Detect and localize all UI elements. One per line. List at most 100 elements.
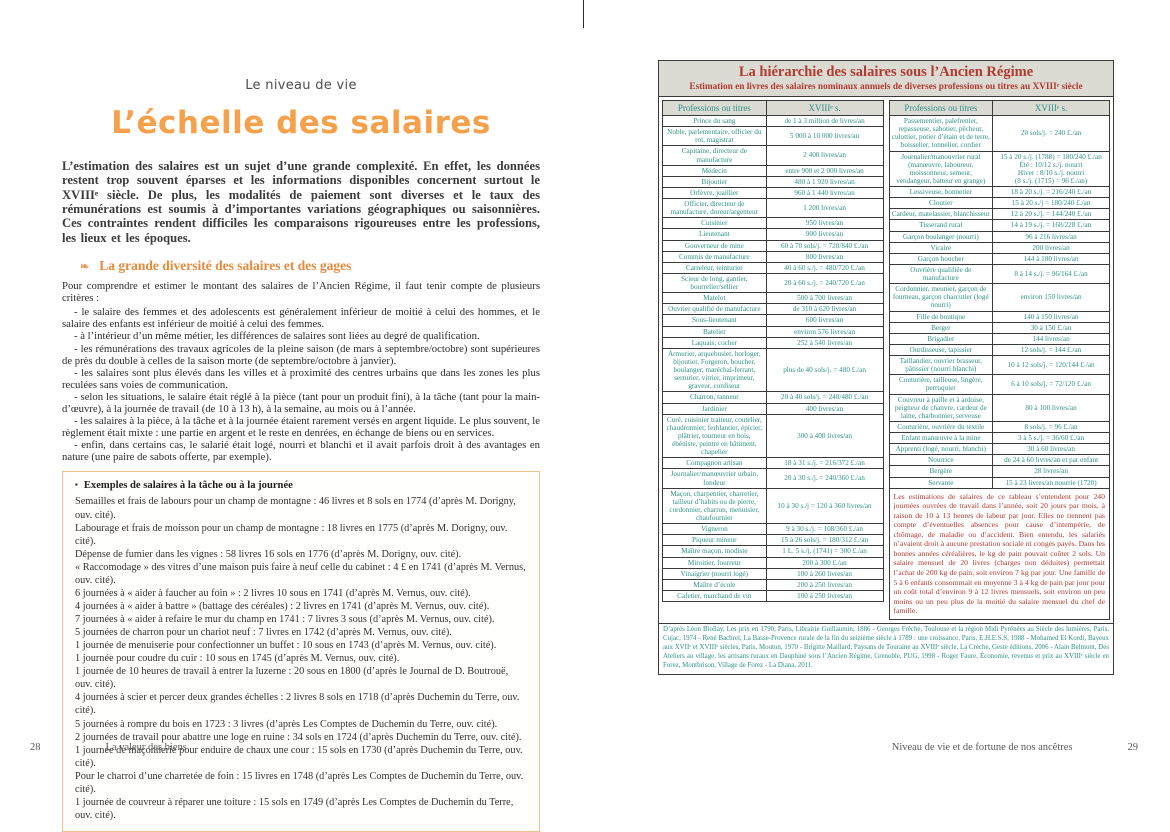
table-row: Charron, tanneur 20 à 40 sols/j. = 240/4… — [662, 391, 884, 404]
table-row: Taillandier, ouvrier brasseur, pâtissier… — [888, 354, 1110, 376]
table-row: Garçon boucher 144 à 180 livres/an — [888, 252, 1110, 265]
profession-cell: Garçon boulanger (nourri) — [888, 230, 994, 243]
profession-cell: Armurier, arquebusier, horloger, bijouti… — [662, 347, 767, 393]
salary-cell: 15 à 23 livres/an nourrie (1720) — [992, 476, 1110, 489]
table-row: Vinaigrier (nourri logé) 100 à 260 livre… — [662, 567, 884, 580]
profession-cell: Journalier/manœuvrier urbain, fondeur — [662, 468, 767, 489]
profession-cell: Sous-lieutenant — [662, 314, 767, 327]
profession-cell: Commis de manufacture — [662, 250, 767, 263]
profession-cell: Tisserand rural — [888, 219, 994, 232]
salary-cell: 960 à 1 440 livres/an — [765, 186, 884, 200]
profession-cell: Charron, tanneur — [662, 391, 767, 404]
table-row: Nourrice de 24 à 60 livres/an et par enf… — [888, 454, 1110, 467]
examples-box-lines: Semailles et frais de labours pour un ch… — [75, 495, 527, 822]
table-row: Cafetier, marchand de vin 100 à 250 livr… — [662, 589, 884, 603]
crop-mark — [583, 0, 584, 28]
table-row: Jardinier 400 livres/an — [662, 402, 884, 415]
profession-cell: Matelot — [662, 292, 767, 305]
profession-cell: Fille de boutique — [888, 310, 994, 323]
profession-cell: Lessiveuse, bonnetier — [888, 185, 994, 199]
table-row: Orfèvre, joaillier 960 à 1 440 livres/an — [662, 186, 884, 200]
salary-cell: 60 à 70 sols/j. = 720/840 £./an — [765, 239, 884, 252]
salary-cell: 8 à 14 s./j. = 96/164 £./an — [992, 263, 1110, 285]
table-row: Apprenti (logé, nourri, blanchi) 30 à 60… — [888, 443, 1110, 456]
salary-cell: 200 livres/an — [992, 241, 1110, 254]
table-row: Vigneron 9 à 30 s./j. = 108/360 £./an — [662, 523, 884, 536]
profession-cell: Servante — [888, 476, 994, 489]
profession-cell: Couturière, ouvrière du textile — [888, 420, 994, 434]
table-row: Journalier/manouvrier rural (manœuvre, l… — [888, 150, 1110, 187]
salary-cell: 20 à 60 s./j. = 240/720 £./an — [765, 272, 884, 294]
salary-cell: environ 150 livres/an — [992, 283, 1110, 312]
profession-cell: Bijoutier — [662, 175, 767, 188]
table-row: Prince du sang de 1 à 3 million de livre… — [662, 114, 884, 128]
table-row: Maçon, charpentier, charretier, tailleur… — [662, 487, 884, 525]
table-row: Miroitier, fourreur 200 à 300 £./an — [662, 556, 884, 569]
profession-cell: Maître maçon, modiste — [662, 545, 767, 558]
table-row: Médecin entre 900 et 2 000 livres/an — [662, 164, 884, 177]
profession-cell: Capitaine, directeur de manufacture — [662, 145, 767, 166]
table-row: Maître maçon, modiste 1 L. 5 s./j. (1741… — [662, 545, 884, 558]
salary-cell: 30 à 150 £./an — [992, 321, 1110, 334]
profession-cell: Cuisinier — [662, 217, 767, 230]
example-line: 1 journée pour coudre du cuir : 10 sous … — [75, 653, 400, 665]
table-row: Bergère 28 livres/an — [888, 465, 1110, 478]
profession-cell: Gouverneur de mine — [662, 239, 767, 252]
table-title: La hiérarchie des salaires sous l’Ancien… — [738, 64, 1034, 80]
section-heading: ❧ La grande diversité des salaires et de… — [80, 258, 540, 274]
salary-cell: 14 à 19 s./j. = 168/228 £./an — [992, 219, 1110, 232]
salary-cell: 15 à 20 s./j. (1788) = 180/240 £./an Été… — [992, 150, 1110, 187]
table-row: Gouverneur de mine 60 à 70 sols/j. = 720… — [662, 239, 884, 252]
example-line: 5 journées à rompre du bois en 1723 : 3 … — [75, 718, 498, 730]
example-line: « Raccomodage » des vitres d’une maison … — [75, 561, 526, 586]
table-row: Vicaire 200 livres/an — [888, 241, 1110, 254]
profession-cell: Bergère — [888, 465, 994, 478]
profession-cell: Piqueur mineur — [662, 534, 767, 547]
right-page: La hiérarchie des salaires sous l’Ancien… — [658, 60, 1114, 675]
salary-cell: de 24 à 60 livres/an et par enfant — [992, 454, 1110, 467]
column-header-professions: Professions ou titres — [888, 100, 994, 116]
profession-cell: Cloutier — [888, 197, 994, 210]
page-title: L’échelle des salaires — [111, 105, 491, 141]
table-row: Matelot 500 à 700 livres/an — [662, 292, 884, 305]
profession-cell: Vicaire — [888, 241, 994, 254]
salary-cell: 100 à 250 livres/an — [765, 589, 884, 603]
example-line: Labourage et frais de moisson pour un ch… — [75, 522, 508, 547]
body-paragraph: - les salaires à la pièce, à la tâche et… — [62, 415, 540, 440]
examples-box: ▪ Exemples de salaires à la tâche ou à la… — [62, 471, 540, 832]
table-row: Bijoutier 480 à 1 920 livres/an — [662, 175, 884, 188]
table-note: Les estimations de salaires de ce tablea… — [888, 488, 1110, 620]
table-row: Ourdisseuse, tapissier 12 sols/j. = 144 … — [888, 343, 1110, 357]
salary-cell: 15 à 20 s./j = 180/240 £./an — [992, 197, 1110, 210]
profession-cell: Officier, directeur de manufacture, dore… — [662, 197, 767, 219]
body-paragraph: - le salaire des femmes et des adolescen… — [62, 306, 540, 331]
profession-cell: Nourrice — [888, 454, 994, 467]
examples-box-heading: ▪ Exemples de salaires à la tâche ou à la… — [75, 480, 293, 492]
salary-cell: 2 400 livres/an — [765, 145, 884, 166]
profession-cell: Journalier/manouvrier rural (manœuvre, l… — [888, 150, 994, 187]
profession-cell: Carreleur, teinturier — [662, 261, 767, 274]
table-row: Fille de boutique 140 à 150 livres/an — [888, 310, 1110, 323]
table-row: Cloutier 15 à 20 s./j = 180/240 £./an — [888, 197, 1110, 210]
salary-cell: 18 à 31 s./j. = 216/372 £./an — [765, 457, 884, 470]
table-row: Brigadier 144 livres/an — [888, 332, 1110, 345]
salary-cell: 200 à 300 £./an — [765, 556, 884, 569]
table-row: Enfant manœuvre à la mine 3 à 5 s./j. = … — [888, 431, 1110, 445]
profession-cell: Scieur de long, gantier, bourrelier/sell… — [662, 272, 767, 294]
salary-cell: 9 à 30 s./j. = 108/360 £./an — [765, 523, 884, 536]
salary-cell: 3 à 5 s./j. = 36/60 £./an — [992, 431, 1110, 445]
profession-cell: Vigneron — [662, 523, 767, 536]
salary-cell: 5 000 à 10 000 livres/an — [765, 126, 884, 147]
body-paragraph: - enfin, dans certains cas, le salarié é… — [62, 439, 540, 464]
footer-title: Niveau de vie et de fortune de nos ancêt… — [891, 742, 1073, 753]
column-header-century: XVIIIᵉ s. — [992, 100, 1110, 116]
body-paragraph: Pour comprendre et estimer le montant de… — [62, 280, 540, 305]
table-row: Batelier environ 576 livres/an — [662, 325, 884, 338]
body-paragraph: - les salaires sont plus élevés dans les… — [62, 366, 540, 391]
table-row: Scieur de long, gantier, bourrelier/sell… — [662, 272, 884, 294]
profession-cell: Taillandier, ouvrier brasseur, pâtissier… — [888, 354, 994, 376]
profession-cell: Ourdisseuse, tapissier — [888, 343, 994, 357]
profession-cell: Curé, cuisinier traiteur, coutelier, cha… — [662, 413, 767, 459]
salary-cell: 80 à 100 livres/an — [992, 393, 1110, 422]
table-row: Ouvrier qualifié de manufacture de 310 à… — [662, 303, 884, 316]
